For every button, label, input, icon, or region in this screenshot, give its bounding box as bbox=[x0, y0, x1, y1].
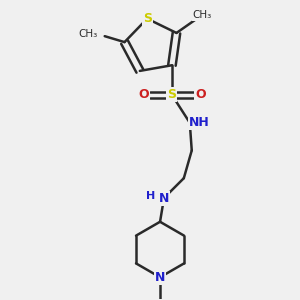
Text: N: N bbox=[155, 271, 165, 284]
Text: O: O bbox=[138, 88, 148, 101]
Text: S: S bbox=[167, 88, 176, 101]
Text: N: N bbox=[159, 191, 169, 205]
Text: CH₃: CH₃ bbox=[79, 29, 98, 39]
Text: S: S bbox=[143, 12, 152, 25]
Text: O: O bbox=[195, 88, 206, 101]
Text: H: H bbox=[146, 191, 155, 201]
Text: NH: NH bbox=[189, 116, 210, 129]
Text: CH₃: CH₃ bbox=[193, 10, 212, 20]
